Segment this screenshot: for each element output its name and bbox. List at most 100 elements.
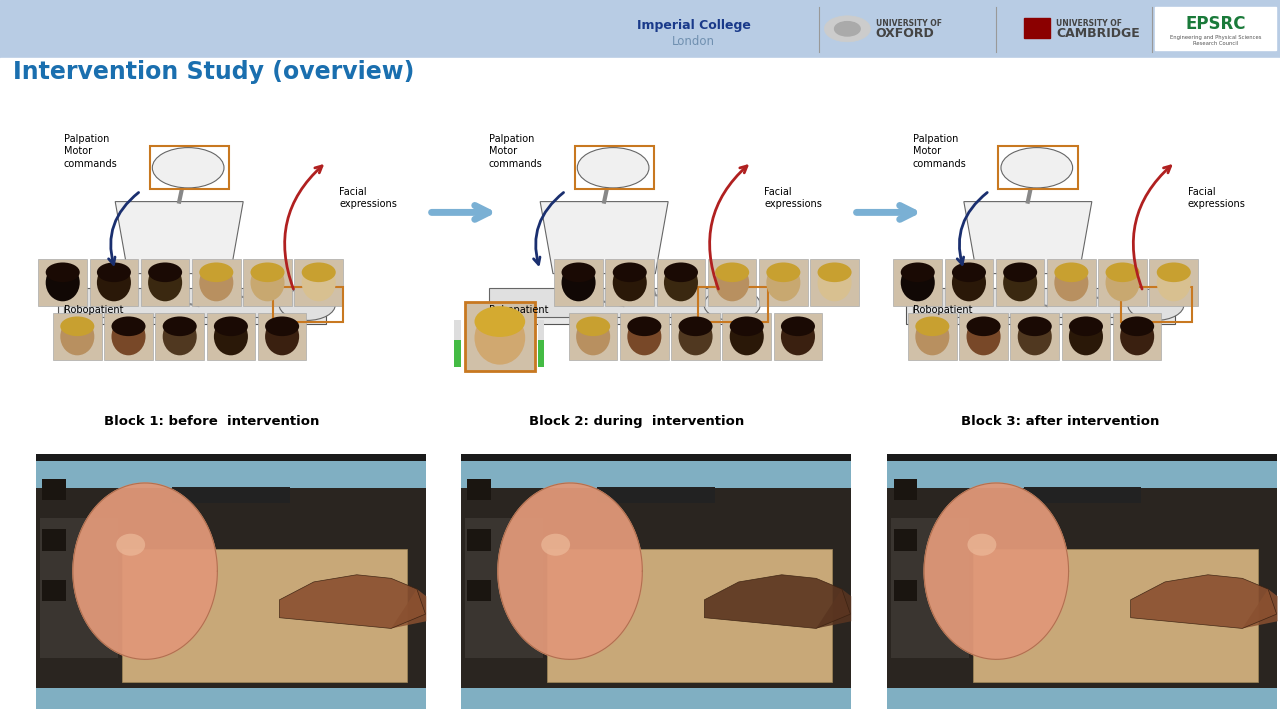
Polygon shape (704, 575, 850, 629)
Text: Facial
expressions: Facial expressions (1188, 186, 1245, 210)
Ellipse shape (1004, 263, 1037, 282)
Ellipse shape (163, 318, 197, 356)
Text: Block 2: during  intervention: Block 2: during intervention (529, 415, 744, 428)
Bar (1024, 487, 1140, 503)
Text: Palpation
Motor
commands: Palpation Motor commands (64, 134, 118, 168)
Bar (173, 487, 289, 503)
Ellipse shape (302, 264, 335, 302)
Bar (104, 313, 152, 360)
Ellipse shape (265, 317, 300, 336)
Bar (150, 146, 229, 189)
Ellipse shape (97, 263, 131, 282)
Ellipse shape (1120, 318, 1155, 356)
Bar (554, 259, 603, 306)
Polygon shape (115, 202, 243, 274)
Bar (998, 146, 1078, 189)
Text: Block 1: before  intervention: Block 1: before intervention (104, 415, 319, 428)
Bar (759, 259, 808, 306)
Ellipse shape (901, 264, 934, 302)
Ellipse shape (163, 317, 197, 336)
Text: EPSRC: EPSRC (1185, 16, 1247, 34)
Ellipse shape (1157, 264, 1190, 302)
Circle shape (704, 289, 760, 320)
Ellipse shape (1055, 264, 1088, 302)
Bar (36, 458, 426, 488)
Polygon shape (498, 483, 643, 660)
Bar (461, 454, 851, 461)
Bar (1098, 259, 1147, 306)
Bar (294, 259, 343, 306)
Bar (547, 549, 832, 682)
Bar (64, 288, 294, 317)
Ellipse shape (1004, 264, 1037, 302)
Ellipse shape (1157, 263, 1190, 282)
Bar (273, 287, 343, 322)
Text: Engineering and Physical Sciences
Research Council: Engineering and Physical Sciences Resear… (1170, 35, 1262, 46)
Ellipse shape (111, 317, 146, 336)
Polygon shape (540, 202, 668, 274)
Ellipse shape (1106, 264, 1139, 302)
Text: UNIVERSITY OF: UNIVERSITY OF (876, 19, 942, 27)
Ellipse shape (678, 317, 713, 336)
Bar (454, 340, 461, 367)
Polygon shape (1243, 589, 1277, 629)
Ellipse shape (214, 317, 248, 336)
Bar (538, 340, 544, 367)
Ellipse shape (818, 264, 851, 302)
Bar (1024, 18, 1050, 38)
Bar (36, 454, 426, 709)
Bar (1047, 259, 1096, 306)
Bar (1149, 259, 1198, 306)
Ellipse shape (613, 263, 646, 282)
Ellipse shape (265, 318, 300, 356)
Ellipse shape (200, 263, 233, 282)
Bar (773, 313, 822, 360)
Text: CAMBRIDGE: CAMBRIDGE (1056, 27, 1139, 40)
Circle shape (279, 289, 335, 320)
Bar (38, 259, 87, 306)
Bar (465, 302, 535, 371)
Ellipse shape (952, 264, 986, 302)
Bar (155, 313, 204, 360)
Bar (1061, 313, 1110, 360)
Ellipse shape (678, 318, 713, 356)
Bar (887, 454, 1277, 709)
Bar (36, 454, 426, 461)
Bar (893, 529, 916, 551)
Ellipse shape (111, 318, 146, 356)
Ellipse shape (251, 263, 284, 282)
Bar (671, 313, 719, 360)
Bar (467, 479, 490, 500)
Ellipse shape (562, 264, 595, 302)
Text: Facial
expressions: Facial expressions (764, 186, 822, 210)
Ellipse shape (60, 317, 95, 336)
Polygon shape (73, 483, 218, 660)
Bar (575, 146, 654, 189)
Circle shape (835, 22, 860, 36)
Bar (122, 549, 407, 682)
Bar (461, 688, 851, 709)
Ellipse shape (915, 318, 950, 356)
Ellipse shape (148, 263, 182, 282)
Ellipse shape (1018, 317, 1052, 336)
Ellipse shape (1120, 317, 1155, 336)
Bar (887, 458, 1277, 488)
Bar (598, 487, 714, 503)
Ellipse shape (475, 306, 525, 337)
Ellipse shape (915, 317, 950, 336)
Polygon shape (817, 589, 851, 629)
Bar (945, 259, 993, 306)
Ellipse shape (1018, 318, 1052, 356)
Bar (42, 580, 65, 601)
Text: Palpation
Motor
commands: Palpation Motor commands (489, 134, 543, 168)
Ellipse shape (576, 317, 611, 336)
Bar (141, 259, 189, 306)
Bar (42, 479, 65, 500)
Bar (620, 313, 668, 360)
Bar (489, 288, 719, 317)
Ellipse shape (214, 318, 248, 356)
Polygon shape (392, 589, 426, 629)
Bar (1155, 7, 1276, 50)
Ellipse shape (1106, 263, 1139, 282)
Ellipse shape (627, 318, 662, 356)
